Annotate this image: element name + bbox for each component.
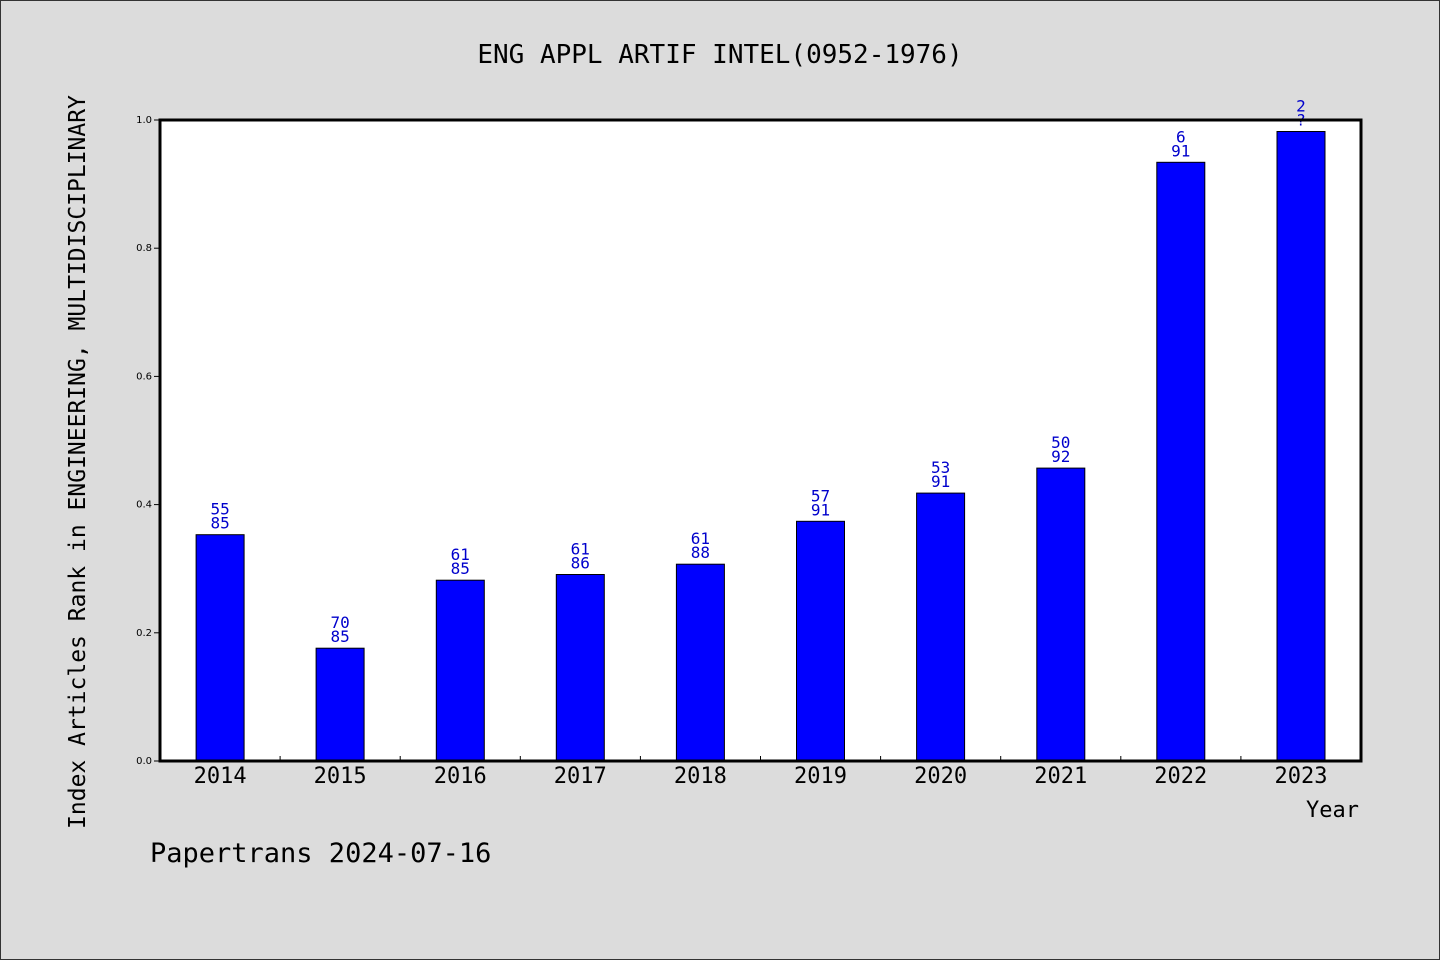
bar-2018 bbox=[675, 563, 725, 762]
x-tick-label-2016: 2016 bbox=[434, 764, 487, 789]
data-label-top-2016: 61 bbox=[451, 545, 470, 564]
data-label-top-2020: 53 bbox=[931, 458, 950, 477]
x-tick-label-2015: 2015 bbox=[314, 764, 367, 789]
y-axis-label: Index Articles Rank in ENGINEERING, MULT… bbox=[65, 95, 91, 829]
bar-2021 bbox=[1036, 467, 1086, 762]
y-tick-label-0: 0.0 bbox=[136, 756, 152, 767]
footer-date-stamp: Papertrans 2024-07-16 bbox=[150, 838, 491, 869]
bar-2020 bbox=[916, 492, 966, 762]
x-tick-label-2014: 2014 bbox=[194, 764, 247, 789]
bar-2016 bbox=[435, 579, 485, 762]
x-tick-label-2020: 2020 bbox=[914, 764, 967, 789]
x-tick-label-2022: 2022 bbox=[1154, 764, 1207, 789]
y-tick-label-5: 1.0 bbox=[136, 115, 152, 126]
x-tick-label-2017: 2017 bbox=[554, 764, 607, 789]
bar-2015 bbox=[315, 647, 365, 762]
data-label-bottom-2015: 85 bbox=[330, 627, 349, 646]
x-tick-label-2021: 2021 bbox=[1034, 764, 1087, 789]
data-label-top-2022: 6 bbox=[1176, 127, 1186, 146]
x-tick-label-2018: 2018 bbox=[674, 764, 727, 789]
y-tick-label-2: 0.4 bbox=[136, 500, 152, 511]
bar-2022 bbox=[1156, 161, 1206, 762]
bar-2023 bbox=[1276, 131, 1326, 762]
data-label-bottom-2017: 86 bbox=[571, 554, 590, 573]
bar-2017 bbox=[555, 574, 605, 762]
y-tick-label-4: 0.8 bbox=[136, 243, 152, 254]
data-label-top-2015: 70 bbox=[330, 613, 349, 632]
data-label-bottom-2021: 92 bbox=[1051, 447, 1070, 466]
data-label-bottom-2018: 88 bbox=[691, 543, 710, 562]
y-axis-ticks: 0.0 0.2 0.4 0.6 0.8 1.0 bbox=[136, 115, 160, 767]
data-label-bottom-2020: 91 bbox=[931, 472, 950, 491]
y-tick-label-1: 0.2 bbox=[136, 628, 152, 639]
x-tick-label-2019: 2019 bbox=[794, 764, 847, 789]
data-label-bottom-2022: 91 bbox=[1171, 141, 1190, 160]
bars-group bbox=[195, 131, 1326, 762]
data-label-bottom-2016: 85 bbox=[451, 559, 470, 578]
chart-title: ENG APPL ARTIF INTEL(0952-1976) bbox=[477, 40, 962, 70]
data-label-bottom-2014: 85 bbox=[210, 514, 229, 533]
x-tick-label-2023: 2023 bbox=[1275, 764, 1328, 789]
y-tick-label-3: 0.6 bbox=[136, 371, 152, 382]
data-label-top-2017: 61 bbox=[571, 540, 590, 559]
data-label-bottom-2019: 91 bbox=[811, 500, 830, 519]
data-label-top-2019: 57 bbox=[811, 486, 830, 505]
data-label-top-2021: 50 bbox=[1051, 433, 1070, 452]
bar-2019 bbox=[796, 520, 845, 762]
x-axis-label: Year bbox=[1306, 798, 1359, 823]
data-label-top-2018: 61 bbox=[691, 529, 710, 548]
x-axis-ticks: 2014 2015 2016 2017 2018 2019 2020 2021 2022 2023 bbox=[194, 756, 1328, 789]
plot-border bbox=[158, 118, 1363, 763]
bar-2014 bbox=[195, 534, 245, 762]
data-label-top-2023: 2 bbox=[1296, 97, 1306, 116]
data-label-top-2014: 55 bbox=[210, 500, 229, 519]
